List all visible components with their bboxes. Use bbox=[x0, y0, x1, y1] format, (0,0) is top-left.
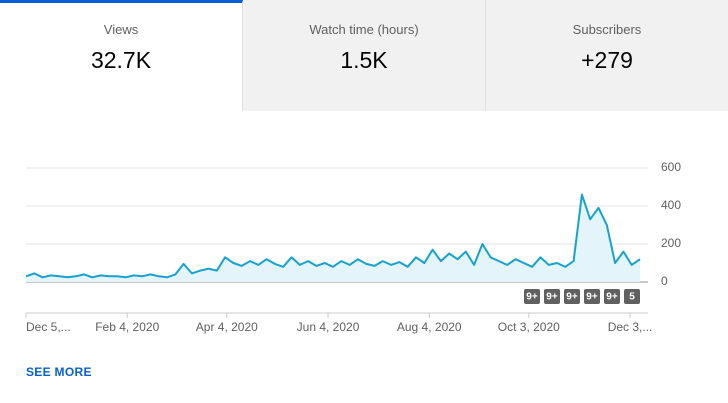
metric-tab[interactable]: Watch time (hours) 1.5K bbox=[243, 0, 486, 111]
metric-tab[interactable]: Views 32.7K bbox=[0, 0, 243, 111]
x-tick-label: Jun 4, 2020 bbox=[297, 320, 360, 334]
badge-label: 9+ bbox=[566, 292, 578, 303]
x-tick-label: Aug 4, 2020 bbox=[397, 320, 462, 334]
y-tick-label: 200 bbox=[661, 236, 681, 250]
metric-tab[interactable]: Subscribers +279 bbox=[486, 0, 728, 111]
badge bbox=[624, 289, 640, 304]
area bbox=[26, 194, 640, 282]
badge bbox=[584, 289, 600, 304]
badge bbox=[564, 289, 580, 304]
badge-label: 9+ bbox=[606, 292, 618, 303]
y-tick-label: 0 bbox=[661, 274, 668, 288]
badge-label: 9+ bbox=[546, 292, 558, 303]
x-tick-label: Dec 3,... bbox=[608, 320, 653, 334]
metric-label: Watch time (hours) bbox=[309, 22, 419, 37]
metric-label: Views bbox=[103, 22, 139, 37]
metric-value: 1.5K bbox=[340, 47, 388, 73]
badge-label: 9+ bbox=[526, 292, 538, 303]
badge-label: 9+ bbox=[586, 292, 598, 303]
x-tick-label: Oct 3, 2020 bbox=[498, 320, 560, 334]
x-tick-label: Feb 4, 2020 bbox=[95, 320, 159, 334]
badge bbox=[544, 289, 560, 304]
badge bbox=[524, 289, 540, 304]
see-more-link[interactable]: SEE MORE bbox=[26, 365, 92, 379]
y-tick-label: 400 bbox=[661, 198, 681, 212]
y-tick-label: 600 bbox=[661, 160, 681, 174]
x-tick-label: Apr 4, 2020 bbox=[196, 320, 258, 334]
x-tick-label: Dec 5,... bbox=[26, 320, 71, 334]
badge-label: 5 bbox=[629, 292, 635, 303]
badge bbox=[604, 289, 620, 304]
metric-value: 32.7K bbox=[90, 47, 152, 73]
metric-value: +279 bbox=[581, 47, 633, 73]
metric-label: Subscribers bbox=[572, 22, 642, 37]
line bbox=[25, 193, 641, 279]
